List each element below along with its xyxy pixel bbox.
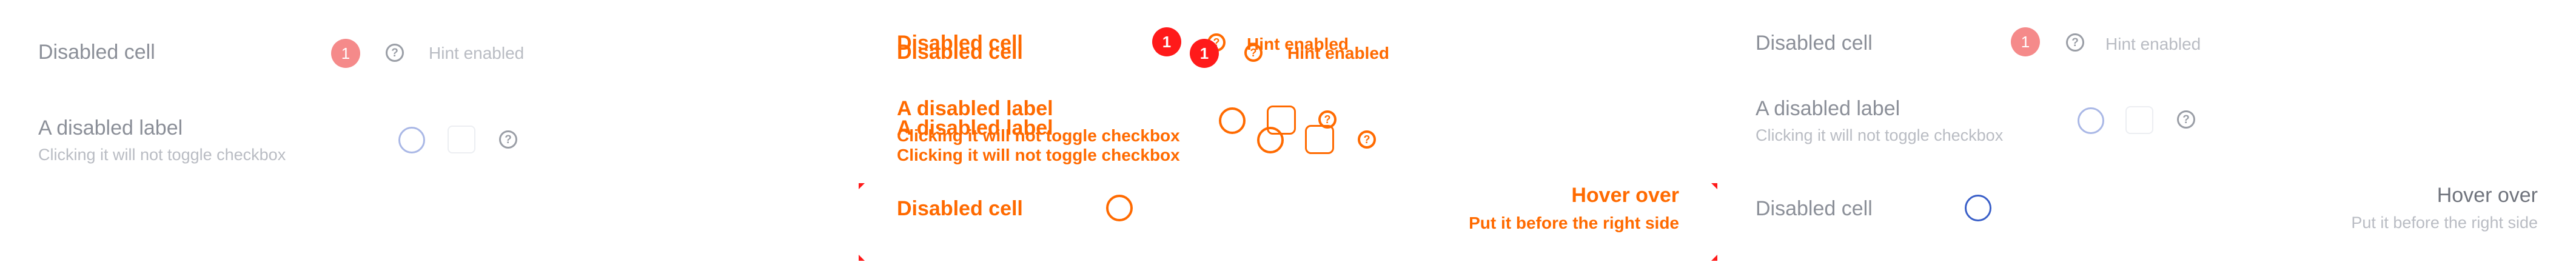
disabled-label: A disabled label (897, 116, 1053, 139)
disabled-sublabel: Clicking it will not toggle checkbox (1756, 126, 2004, 144)
disabled-label: A disabled label (38, 116, 183, 139)
cell-label: Disabled cell (897, 197, 1023, 220)
panel-disabled-cells-right: Disabled cell 1 ? Hint enabled A disable… (1717, 0, 2576, 262)
disabled-sublabel: Clicking it will not toggle checkbox (38, 146, 286, 164)
count-badge: 1 (2011, 27, 2040, 56)
radio-button[interactable] (1219, 107, 1246, 134)
checkbox[interactable] (1305, 125, 1334, 154)
question-circle-icon: ? (2066, 33, 2084, 52)
question-circle-icon: ? (499, 130, 517, 149)
corner-mark (1711, 183, 1717, 189)
panel-overlay-diff: Disabled cell 1 ? Hint enabled Disabled … (859, 0, 1717, 262)
count-badge: 1 (1190, 39, 1219, 68)
disabled-sublabel: Clicking it will not toggle checkbox (897, 146, 1180, 164)
question-circle-icon: ? (1244, 44, 1263, 62)
corner-mark (859, 255, 865, 261)
radio-button[interactable] (2078, 107, 2104, 134)
disabled-label: A disabled label (1756, 97, 1900, 120)
disabled-label: A disabled label (897, 97, 1053, 120)
cell-label: Disabled cell (897, 41, 1023, 64)
checkbox[interactable] (448, 126, 475, 153)
radio-button[interactable] (1106, 195, 1133, 221)
cell-label: Disabled cell (897, 32, 1023, 55)
cell-label: Disabled cell (1756, 32, 1873, 55)
radio-button-selected[interactable] (1965, 195, 1991, 221)
checkbox[interactable] (2125, 106, 2153, 134)
count-badge: 1 (1152, 27, 1181, 56)
corner-mark (1711, 255, 1717, 261)
question-circle-icon: ? (2177, 110, 2195, 129)
hint-text: Hint enabled (2105, 35, 2201, 53)
disabled-sublabel: Clicking it will not toggle checkbox (897, 126, 1180, 145)
hover-subtitle: Put it before the right side (2351, 213, 2538, 232)
panel-disabled-cells-left: Disabled cell 1 ? Hint enabled A disable… (0, 0, 859, 262)
hint-text: Hint enabled (1287, 44, 1390, 62)
radio-button[interactable] (1257, 127, 1284, 153)
cell-label: Disabled cell (1756, 197, 1873, 220)
count-badge: 1 (331, 39, 360, 68)
hover-title: Hover over (2437, 184, 2538, 207)
question-circle-icon: ? (1318, 110, 1337, 129)
hint-text: Hint enabled (429, 44, 525, 62)
hover-subtitle: Put it before the right side (1469, 213, 1679, 232)
question-circle-icon: ? (1358, 130, 1376, 149)
cell-label: Disabled cell (38, 41, 155, 64)
hint-text: Hint enabled (1247, 35, 1349, 53)
question-circle-icon: ? (386, 44, 404, 62)
corner-mark (859, 183, 865, 189)
radio-button[interactable] (398, 127, 425, 153)
hover-title: Hover over (1571, 184, 1679, 207)
